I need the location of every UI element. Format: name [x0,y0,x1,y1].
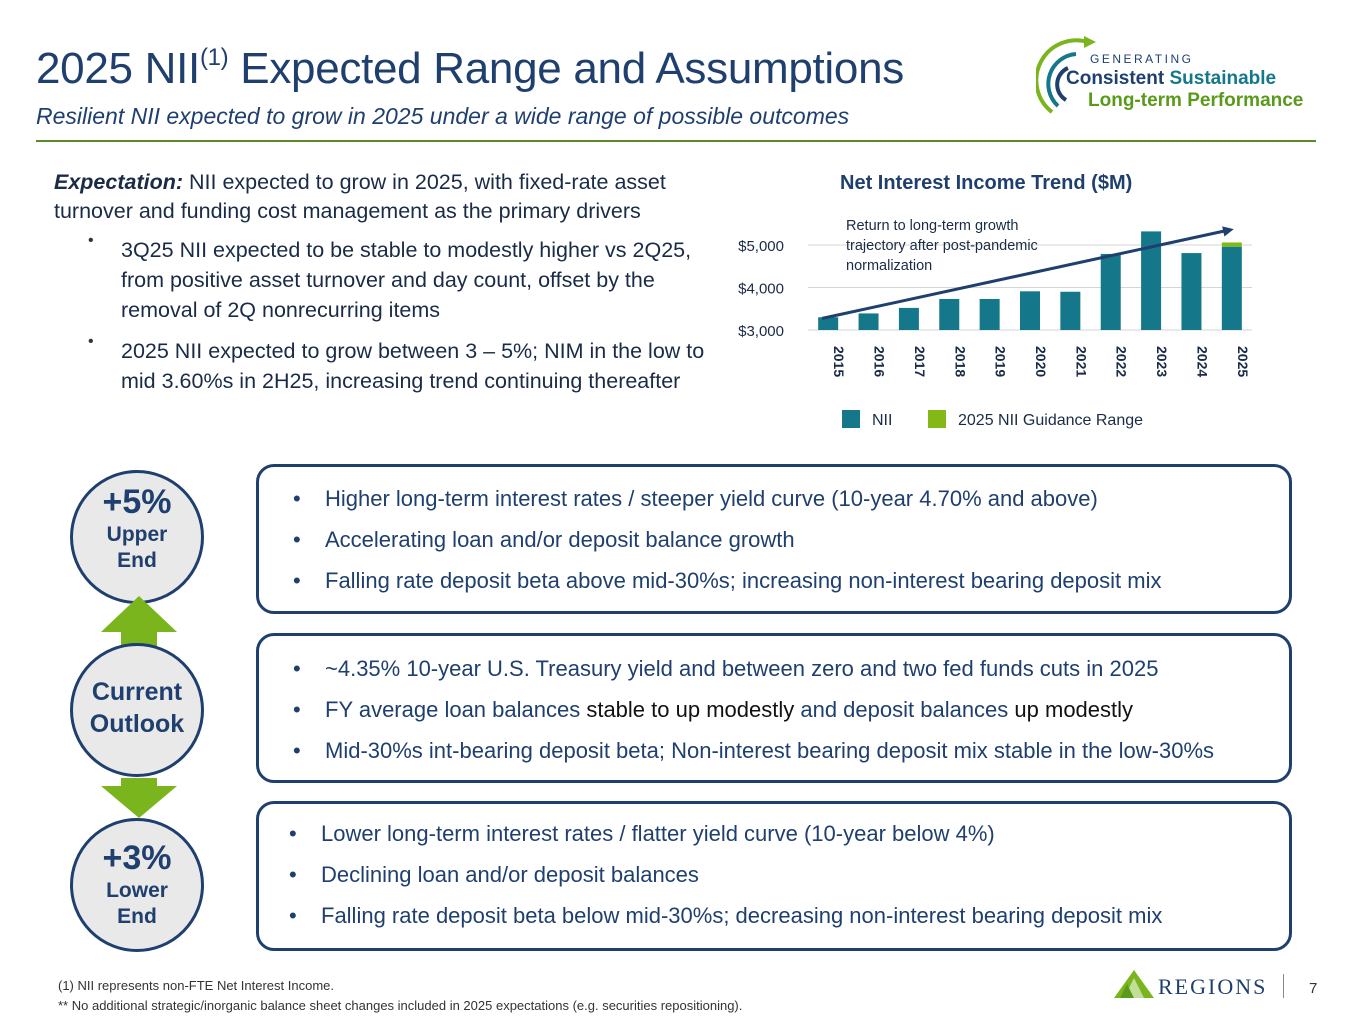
expectation-paragraph: Expectation: NII expected to grow in 202… [54,170,666,223]
bar-nii [1060,291,1081,330]
expectation-bullet-2: 2025 NII expected to grow between 3 – 5%… [121,339,705,393]
bar-nii [898,307,919,330]
bullet-marker: • [88,232,94,249]
x-tick-label: 2021 [1073,346,1089,377]
lower-end-circle: +3% Lower End [70,818,204,952]
generating-logo: GENERATING Consistent Sustainable Long-t… [1036,28,1326,124]
upper-bullet-2: • Accelerating loan and/or deposit balanc… [293,527,795,552]
x-tick-label: 2024 [1194,346,1210,377]
lower-bullet-2: • Declining loan and/or deposit balances [289,862,699,887]
lower-end-label1: Lower [106,879,168,902]
x-tick-label: 2023 [1154,346,1170,377]
lower-end-box: • Lower long-term interest rates / flatte… [256,801,1292,951]
expectation-label: Expectation: [54,170,184,194]
trend-arrow-head [1222,226,1234,237]
upper-bullet-3: • Falling rate deposit beta above mid-30%… [293,568,1162,593]
logo-line2a: Consistent [1066,68,1165,89]
upper-end-label2: End [117,549,157,572]
upper-end-box: • Higher long-term interest rates / steep… [256,464,1292,614]
legend-swatch [842,410,860,428]
x-tick-label: 2017 [912,346,928,377]
current-bullet-1: • ~4.35% 10-year U.S. Treasury yield and … [293,656,1159,681]
chart-annotation: Return to long-term growth trajectory aft… [846,218,1038,274]
nii-trend-chart: $3,000 $4,000 $5,000 2015 2016 2017 2018 2019 20… [738,218,1252,429]
footnote-2: ** No additional strategic/inorganic bal… [58,998,743,1013]
upper-bullet-1: • Higher long-term interest rates / steep… [293,486,1098,511]
legend-label: NII [872,412,892,429]
current-bullet-3: • Mid-30%s int-bearing deposit beta; Non-… [293,738,1215,763]
lower-end-value: +3% [102,839,172,877]
bar-nii [979,298,1000,330]
bar-nii [939,298,960,330]
x-tick-label: 2022 [1114,346,1130,377]
bar-nii [1020,291,1040,330]
x-tick-label: 2020 [1033,346,1049,377]
footnote-1: (1) NII represents non-FTE Net Interest … [58,978,334,993]
regions-brand: REGIONS [1158,974,1268,999]
up-arrow-icon [101,596,177,648]
bullet-marker: • [88,333,94,350]
x-tick-label: 2019 [993,346,1009,377]
title-footnote-ref: (1) [199,44,229,72]
lower-end-label2: End [117,905,157,928]
y-tick-label: $3,000 [738,323,784,340]
y-tick-label: $4,000 [738,281,784,298]
current-outlook-label2: Outlook [89,710,185,738]
title-divider [36,140,1316,142]
bar-nii [818,317,839,330]
upper-end-label1: Upper [106,523,168,546]
x-tick-label: 2025 [1235,346,1251,377]
bar-guidance-range [1221,242,1242,247]
circular-arrow-icon [1036,36,1096,114]
page-subtitle: Resilient NII expected to grow in 2025 u… [36,103,850,129]
trend-arrow-line [821,229,1225,320]
regions-logo-icon [1114,970,1154,998]
y-tick-label: $5,000 [738,238,784,255]
x-tick-label: 2015 [831,346,847,377]
lower-bullet-3: • Falling rate deposit beta below mid-30%… [289,903,1163,928]
logo-line2b: Sustainable [1169,68,1277,89]
x-tick-label: 2016 [872,346,888,377]
page-title: 2025 NII(1) Expected Range and Assumptio… [36,44,904,93]
x-tick-label: 2018 [952,346,968,377]
expectation-bullet-1: 3Q25 NII expected to be stable to modest… [121,238,692,322]
bar-nii [1181,253,1202,330]
bar-nii [1141,231,1162,330]
legend-label: 2025 NII Guidance Range [958,412,1143,429]
bar-nii [1221,246,1242,330]
lower-bullet-1: • Lower long-term interest rates / flatte… [289,821,995,846]
current-outlook-label1: Current [91,678,183,706]
page-number: 7 [1309,980,1318,997]
upper-end-circle: +5% Upper End [70,470,204,604]
bar-nii [858,313,879,330]
upper-end-value: +5% [102,483,172,521]
current-bullet-2: • FY average loan balances stable to up m… [293,697,1134,722]
logo-line1: GENERATING [1090,52,1194,66]
current-outlook-box: • ~4.35% 10-year U.S. Treasury yield and … [256,633,1292,783]
footer-divider [1283,974,1284,998]
down-arrow-icon [101,778,177,818]
logo-line3: Long-term Performance [1088,90,1304,111]
legend-swatch [928,410,946,428]
chart-title: Net Interest Income Trend ($M) [840,172,1133,194]
current-outlook-circle: Current Outlook [70,643,204,777]
bar-nii [1100,253,1121,330]
